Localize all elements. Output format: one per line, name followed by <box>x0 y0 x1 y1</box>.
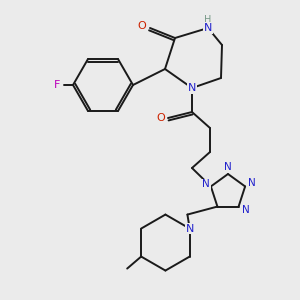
Text: N: N <box>188 83 196 93</box>
Text: N: N <box>204 23 212 33</box>
Text: O: O <box>138 21 146 31</box>
Text: N: N <box>202 179 210 189</box>
Text: H: H <box>204 15 212 25</box>
Text: N: N <box>248 178 256 188</box>
Text: N: N <box>185 224 194 234</box>
Text: N: N <box>224 162 232 172</box>
Text: F: F <box>54 80 60 90</box>
Text: O: O <box>157 113 165 123</box>
Text: N: N <box>242 205 250 214</box>
